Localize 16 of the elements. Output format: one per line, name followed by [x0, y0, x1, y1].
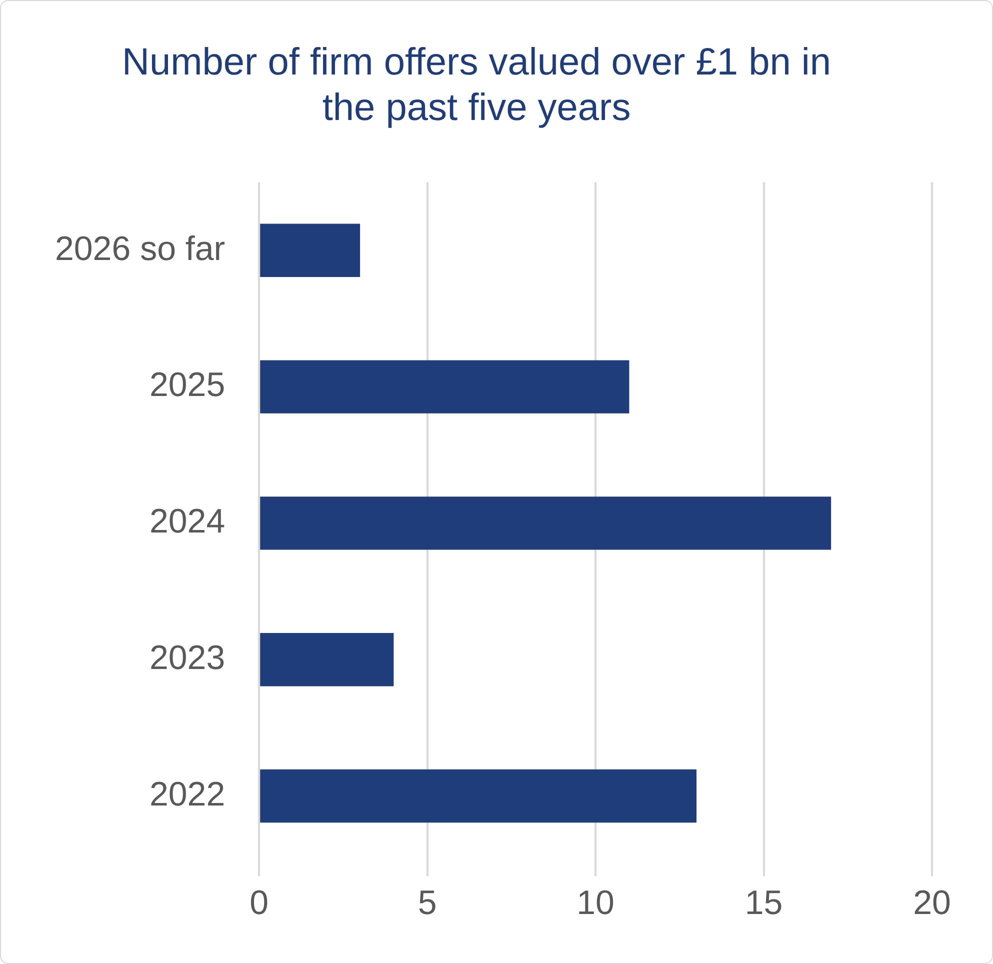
- bar: [260, 224, 360, 277]
- bar: [260, 633, 394, 686]
- chart-title: Number of firm offers valued over £1 bn in the past five years: [122, 41, 831, 129]
- x-tick-label: 10: [576, 884, 614, 922]
- y-tick-label: 2023: [149, 638, 226, 677]
- bar: [260, 769, 696, 823]
- x-tick-label: 0: [250, 884, 269, 922]
- y-tick-label: 2024: [149, 502, 226, 541]
- x-tick-label: 15: [744, 884, 783, 922]
- bar: [260, 496, 832, 550]
- x-tick-label: 20: [913, 884, 951, 922]
- bar: [260, 360, 630, 414]
- y-tick-label: 2025: [149, 366, 226, 404]
- y-tick-label: 2026 so far: [54, 230, 226, 268]
- y-tick-label: 2022: [149, 775, 226, 814]
- x-tick-label: 5: [418, 884, 437, 922]
